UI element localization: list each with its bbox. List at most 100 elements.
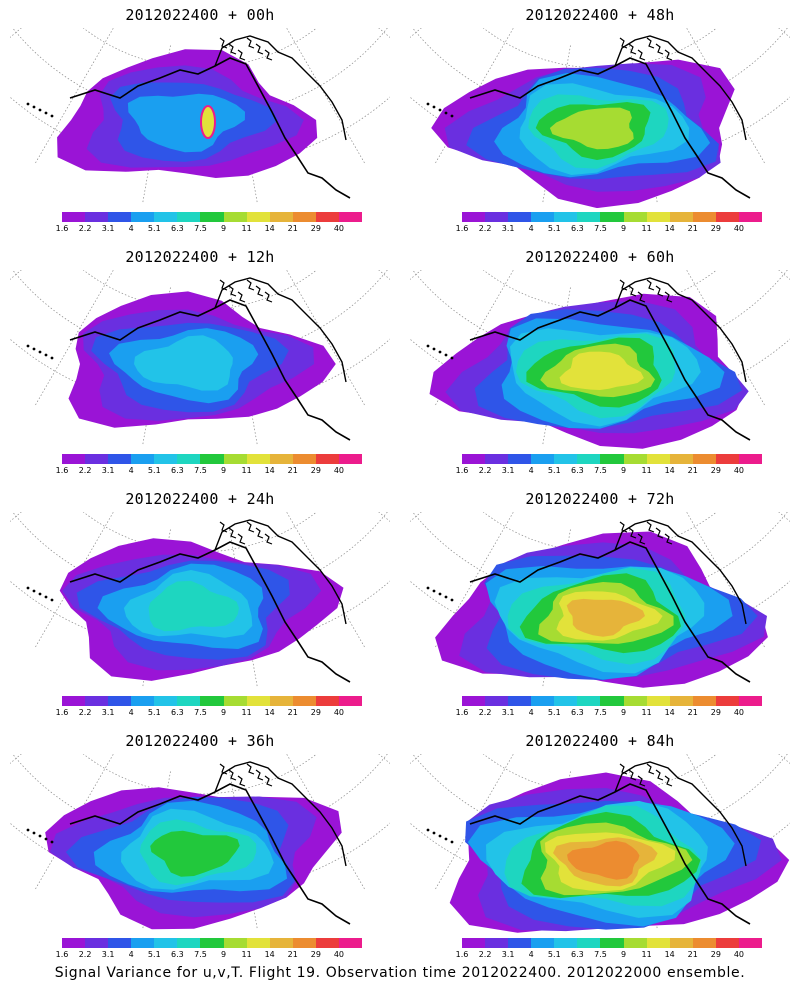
aleutian-island	[450, 356, 454, 360]
latitude-line	[412, 270, 788, 361]
colorbar-swatch	[223, 696, 247, 706]
colorbar-swatch	[292, 696, 316, 706]
colorbar-label: 14	[264, 466, 275, 475]
meridian-line	[778, 270, 790, 280]
colorbar-swatch	[554, 212, 578, 222]
colorbar-swatch	[62, 212, 86, 222]
meridian-line	[10, 754, 22, 764]
colorbar-swatch	[531, 696, 555, 706]
coastline-north	[214, 519, 347, 625]
latitude-line	[10, 822, 390, 895]
colorbar-label: 1.6	[55, 466, 69, 475]
variance-contour	[559, 351, 644, 390]
colorbar-label: 4	[528, 224, 534, 233]
colorbar-label: 4	[128, 950, 134, 959]
aleutian-island	[44, 111, 48, 115]
meridian-line	[229, 287, 258, 446]
panel-60h: 2012022400 + 60h 1.6 2.2 3.1 4 5.1 6.3 7.5 9 11 1…	[400, 242, 800, 484]
meridian-line	[686, 270, 766, 406]
colorbar-swatch	[200, 696, 224, 706]
colorbar-label: 21	[287, 466, 298, 475]
colorbar	[462, 696, 763, 706]
island-outline	[637, 291, 646, 303]
colorbar-label: 14	[664, 466, 675, 475]
colorbar-swatch	[577, 938, 601, 948]
colorbar-swatch	[269, 696, 293, 706]
panel-title: 2012022400 + 12h	[125, 248, 275, 266]
colorbar-swatch	[154, 938, 178, 948]
panel-84h: 2012022400 + 84h 1.6 2.2 3.1 4 5.1 6.3 7.5 9 11 1…	[400, 726, 800, 968]
colorbar-swatch	[154, 454, 178, 464]
island-outline	[646, 279, 655, 291]
colorbar-label: 5.1	[147, 466, 161, 475]
meridian-line	[686, 28, 766, 164]
variance-contour	[127, 93, 245, 153]
latitude-line	[412, 28, 788, 119]
colorbar-label: 2.2	[78, 466, 92, 475]
meridian-line	[229, 45, 258, 204]
island-outline	[619, 763, 628, 775]
aleutian-island	[444, 111, 448, 115]
latitude-line	[410, 580, 790, 653]
coastline	[69, 783, 351, 925]
island-outline	[237, 775, 246, 787]
variance-map	[410, 270, 790, 449]
colorbar-label: 29	[710, 224, 721, 233]
colorbar-swatch	[554, 696, 578, 706]
colorbar-swatch	[85, 212, 109, 222]
aleutian-island	[432, 347, 436, 351]
variance-maximum	[200, 105, 216, 139]
colorbar-swatch	[738, 212, 763, 222]
colorbar-swatch	[646, 454, 670, 464]
colorbar-label: 2.2	[478, 708, 492, 717]
island-outline	[637, 49, 646, 61]
island-outline	[228, 43, 237, 55]
colorbar-swatch	[462, 938, 486, 948]
aleutian-island	[432, 831, 436, 835]
colorbar-swatch	[108, 938, 132, 948]
panel-title: 2012022400 + 48h	[525, 6, 675, 24]
island-outline	[228, 527, 237, 539]
colorbar-swatch	[200, 212, 224, 222]
colorbar-label: 4	[128, 466, 134, 475]
colorbar-swatch	[600, 938, 624, 948]
coastline	[69, 541, 351, 683]
colorbar-swatch	[269, 938, 293, 948]
variance-map	[410, 512, 790, 688]
colorbar-label: 4	[528, 950, 534, 959]
coastline-north	[614, 519, 747, 625]
colorbar-label: 7.5	[194, 708, 207, 717]
colorbar-labels: 1.6 2.2 3.1 4 5.1 6.3 7.5 9 11 14 21 29 40	[446, 466, 786, 476]
colorbar-label: 9	[620, 708, 627, 717]
colorbar-label: 29	[710, 708, 721, 717]
colorbar-label: 6.3	[571, 466, 584, 475]
colorbar-swatch	[554, 454, 578, 464]
colorbar-label: 29	[710, 950, 721, 959]
aleutian-island	[26, 586, 30, 590]
aleutian-island	[438, 834, 442, 838]
colorbar-label: 14	[664, 708, 675, 717]
island-outline	[646, 37, 655, 49]
colorbar-label: 4	[528, 708, 534, 717]
island-outline	[264, 775, 273, 787]
colorbar-label: 9	[220, 224, 227, 233]
colorbar	[62, 938, 363, 948]
colorbar-labels: 1.6 2.2 3.1 4 5.1 6.3 7.5 9 11 14 21 29 40	[46, 224, 386, 234]
meridian-line	[410, 28, 422, 38]
colorbar-swatch	[315, 454, 339, 464]
colorbar-swatch	[154, 696, 178, 706]
colorbar-label: 6.3	[171, 950, 184, 959]
colorbar-swatch	[577, 212, 601, 222]
variance-map	[10, 512, 390, 688]
colorbar-swatch	[462, 696, 486, 706]
latitude-line	[410, 96, 790, 169]
meridian-line	[378, 754, 390, 764]
colorbar-swatch	[531, 212, 555, 222]
colorbar-swatch	[669, 696, 693, 706]
colorbar-label: 9	[220, 950, 227, 959]
island-outline	[628, 527, 637, 539]
panel-title: 2012022400 + 72h	[525, 490, 675, 508]
panel-12h: 2012022400 + 12h 1.6 2.2 3.1 4 5.1 6.3 7.5 9 11 1…	[0, 242, 400, 484]
colorbar-swatch	[508, 212, 532, 222]
colorbar-label: 14	[264, 950, 275, 959]
